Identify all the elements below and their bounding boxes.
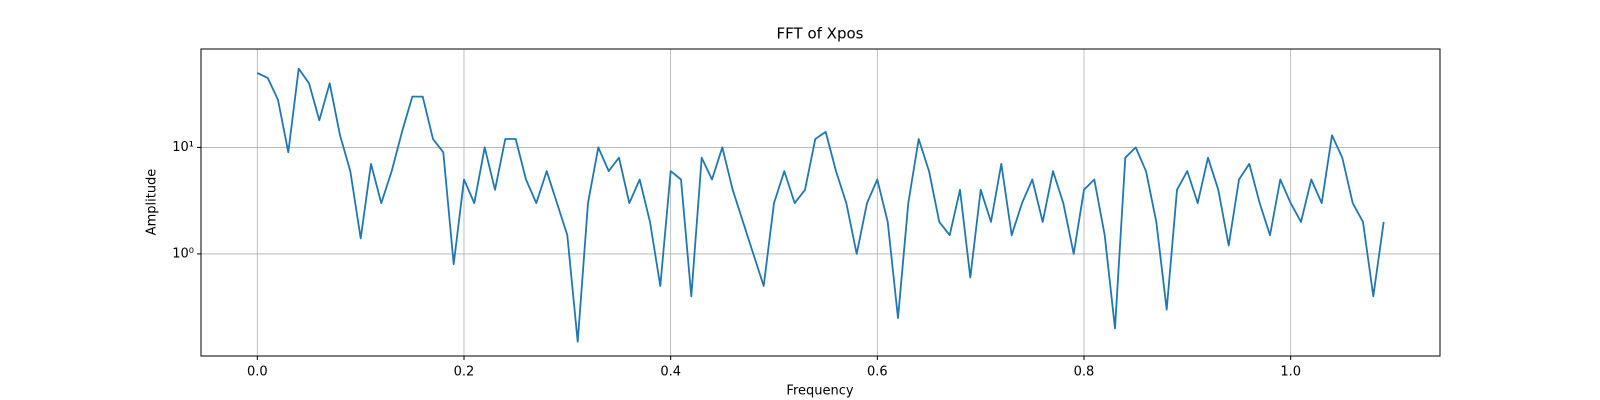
y-axis-label: Amplitude	[145, 169, 160, 236]
plot-frame	[200, 48, 1441, 357]
x-axis-label: Frequency	[786, 384, 853, 399]
x-tick-label: 0.8	[1074, 365, 1095, 380]
x-tick-label: 0.2	[454, 365, 475, 380]
x-tick-label: 0.4	[660, 365, 681, 380]
x-tick-label: 0.6	[867, 365, 888, 380]
y-tick-label: 10¹	[172, 140, 194, 155]
x-tick-label: 0.0	[247, 365, 268, 380]
chart-title: FFT of Xpos	[777, 25, 864, 43]
x-tick-label: 1.0	[1280, 365, 1301, 380]
data-line	[256, 67, 1385, 343]
y-tick-label: 10⁰	[172, 246, 194, 261]
